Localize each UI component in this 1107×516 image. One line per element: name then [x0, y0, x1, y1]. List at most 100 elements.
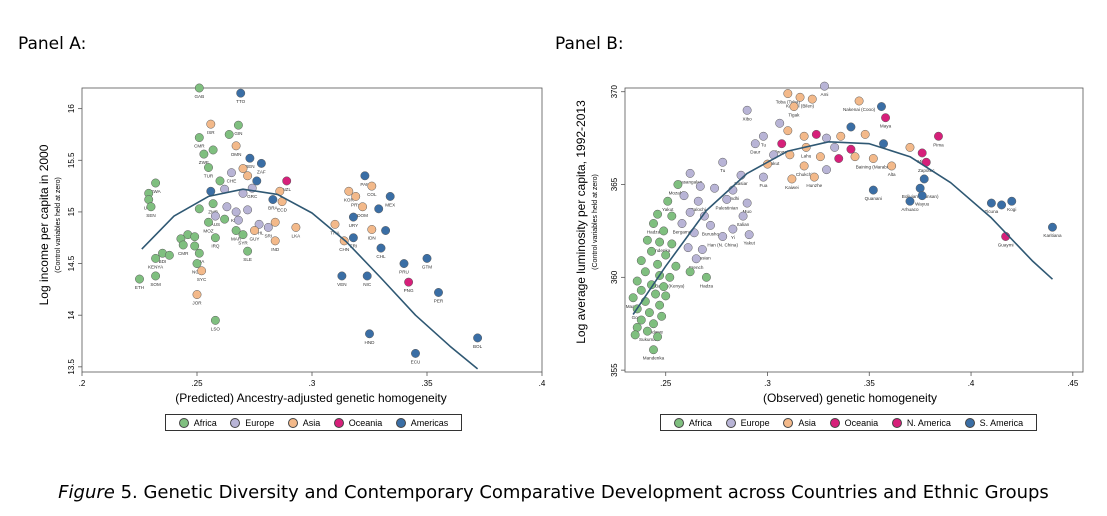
legend-item: N. America — [891, 417, 951, 428]
chart-a-point — [190, 241, 200, 251]
chart-a-point-label: SYC — [197, 277, 207, 282]
legend-panel-b: Africa Europe Asia Oceania N. America S. Amer… — [660, 414, 1037, 431]
legend-marker — [287, 417, 298, 428]
legend-marker — [783, 417, 794, 428]
chart-a-point-label: NZL — [282, 187, 291, 192]
chart-a-point — [192, 259, 202, 269]
chart-a-point-label: GUY — [250, 237, 260, 242]
chart-a-point-label: ECD — [277, 208, 287, 213]
legend-item: Africa — [178, 417, 217, 428]
legend-label: Europe — [740, 417, 770, 428]
chart-a-point-label: SEN — [146, 213, 155, 218]
chart-a-point-label: CMR — [194, 144, 205, 149]
chart-a-point — [222, 202, 232, 212]
chart-a-point — [385, 191, 395, 201]
panel-b-title: Panel B: — [555, 34, 624, 54]
chart-a-point — [224, 130, 234, 139]
chart-a-point — [194, 204, 204, 214]
chart-a-point-label: LKA — [292, 233, 302, 238]
chart-a-xlabel: (Predicted) Ancestry-adjusted genetic ho… — [175, 391, 446, 405]
chart-a-point — [231, 226, 241, 235]
chart-a-point-label: SRI — [264, 233, 272, 238]
chart-a-point-label: IRQ — [211, 244, 220, 249]
chart-a-point-label: ERI — [350, 244, 358, 249]
chart-a-point — [473, 333, 483, 343]
legend-marker — [333, 417, 344, 428]
chart-a-point — [164, 250, 174, 260]
chart-a-point — [367, 225, 377, 234]
chart-a-point — [358, 202, 368, 212]
legend-label: Americas — [410, 417, 449, 428]
chart-a-point — [270, 217, 280, 227]
chart-a-ytick-label: 14.5 — [67, 255, 76, 271]
chart-a-point-label: SWA — [150, 189, 161, 194]
chart-a-point — [360, 171, 370, 181]
chart-a-xtick-label: .2 — [79, 379, 86, 388]
legend-label: Africa — [193, 417, 217, 428]
chart-a-point — [376, 243, 386, 253]
chart-a-point — [194, 83, 204, 93]
legend-item: Asia — [783, 417, 816, 428]
legend-marker — [891, 417, 902, 428]
chart-a-point — [206, 186, 216, 196]
chart-a-point — [227, 168, 236, 178]
chart-a-point — [151, 253, 161, 263]
chart-a-point — [282, 176, 292, 186]
chart-a-point — [199, 149, 209, 159]
chart-a-point — [245, 153, 255, 163]
chart-a-point-label: ZAF — [257, 169, 266, 174]
chart-a-point — [330, 219, 340, 229]
legend-item: Americas — [395, 417, 449, 428]
legend-item: Oceania — [829, 417, 879, 428]
chart-a-point-label: ECU — [411, 359, 421, 364]
chart-a-point-label: NIC — [363, 282, 372, 287]
legend-item: Europe — [230, 417, 274, 428]
chart-a-point — [367, 181, 377, 191]
legend-label: Oceania — [844, 417, 879, 428]
chart-a-point — [208, 145, 218, 155]
caption-italic: Figure — [58, 482, 115, 503]
chart-a-point-label: GIN — [234, 131, 242, 136]
chart-a-point-label: IND — [271, 247, 280, 252]
chart-a-point — [231, 141, 241, 151]
chart-a-point — [206, 119, 216, 129]
chart-a-ytick-label: 14 — [67, 310, 76, 319]
legend-marker — [829, 417, 840, 428]
chart-a-point-label: GRC — [247, 194, 258, 199]
chart-a-point — [243, 246, 253, 256]
chart-a-point-label: URY — [349, 223, 359, 228]
chart-a-point-label: COL — [367, 192, 377, 197]
chart-a-ytick-label: 15 — [67, 207, 76, 216]
chart-a-point — [194, 133, 204, 143]
chart-a-point-label: CHL — [376, 254, 386, 259]
chart-a-point-label: BEN — [245, 164, 254, 169]
chart-a-point — [231, 207, 241, 217]
chart-a-point — [197, 266, 207, 276]
chart-a-point-label: CHE — [227, 179, 237, 184]
chart-a-point-label: DOM — [357, 213, 368, 218]
legend-marker — [395, 417, 406, 428]
chart-a-point-label: KOR — [344, 197, 355, 202]
legend-marker — [964, 417, 975, 428]
chart-a-point — [215, 176, 225, 186]
chart-a-point — [151, 271, 161, 281]
chart-a-point — [254, 219, 264, 229]
legend-label: S. America — [979, 417, 1024, 428]
chart-a-point — [210, 233, 220, 243]
chart-a-xtick-label: .35 — [421, 379, 433, 388]
chart-a-point — [210, 211, 220, 221]
chart-a-point — [348, 212, 358, 222]
chart-a-point — [399, 259, 409, 269]
legend-label: Asia — [302, 417, 321, 428]
chart-a-point — [204, 217, 213, 227]
legend-marker — [725, 417, 736, 428]
chart-a-xtick-label: .4 — [539, 379, 546, 388]
chart-a-point-label: VEN — [337, 282, 346, 287]
chart-a-frame — [81, 87, 543, 373]
chart-a-point — [204, 163, 213, 172]
legend-item: Oceania — [333, 417, 382, 428]
legend-marker — [230, 417, 241, 428]
chart-a-point — [238, 230, 248, 240]
legend-panel-a: Africa Europe Asia Oceania Americas — [165, 414, 462, 431]
